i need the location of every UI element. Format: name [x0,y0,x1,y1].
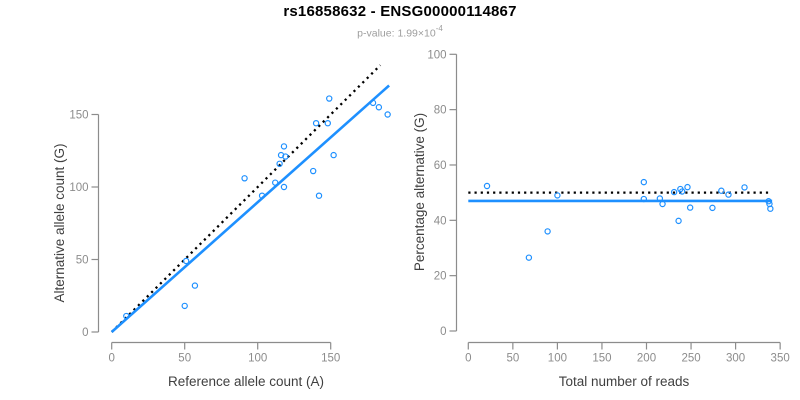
data-point [675,217,682,225]
data-point [181,302,188,310]
identity-line [110,64,382,333]
data-point [258,192,266,199]
data-point [191,282,199,289]
fit-line [110,84,390,333]
y-tick-label: 100 [69,182,88,194]
y-tick-label: 0 [440,326,446,338]
data-point [765,198,772,205]
data-point [686,204,694,211]
data-point [554,192,561,199]
x-tick-label: 300 [726,353,745,365]
data-point [282,153,289,160]
data-point [272,179,279,186]
figure-subtitle: p-value: 1.99×10-4 [0,24,800,40]
data-point [483,182,491,190]
data-point [709,204,716,212]
x-tick-label: 0 [108,353,114,365]
data-point [544,228,551,235]
data-point [326,95,333,102]
data-point [182,257,190,265]
data-point [330,151,337,159]
data-point [369,99,377,107]
data-point [659,200,666,208]
data-point [384,111,391,118]
y-tick-label: 100 [427,49,446,61]
x-tick-label: 250 [681,353,700,365]
pvalue-text: p-value: 1.99×10 [357,27,436,40]
data-point [640,195,648,203]
x-axis-label: Reference allele count (A) [168,374,324,389]
figure-title: rs16858632 - ENSG00000114867 [283,3,517,20]
data-point [375,104,383,111]
data-point [276,160,283,167]
x-tick-label: 100 [248,353,267,365]
x-tick-label: 350 [771,353,790,365]
y-axis-label: Percentage alternative (G) [412,113,427,271]
data-point [656,195,664,202]
x-tick-label: 150 [321,353,340,365]
y-axis-label: Alternative allele count (G) [52,143,67,302]
x-axis-label: Total number of reads [559,374,690,389]
data-point [525,254,533,261]
data-point [725,191,732,198]
y-tick-label: 20 [434,271,447,283]
data-point [241,175,248,182]
x-tick-label: 50 [506,353,519,365]
data-point [640,178,648,186]
x-tick-label: 200 [637,353,656,365]
x-tick-label: 50 [178,353,191,365]
y-tick-label: 0 [82,327,88,339]
y-tick-label: 40 [434,215,447,227]
x-tick-label: 150 [592,353,611,365]
data-point [280,183,288,191]
data-point [123,312,130,320]
data-point [684,183,691,191]
data-point [312,119,320,127]
pvalue-exponent: -4 [435,24,443,33]
data-point [315,192,323,199]
y-tick-label: 60 [434,160,447,172]
data-point [324,119,331,127]
data-point [767,205,774,212]
data-point [678,188,686,195]
data-point [309,167,317,175]
y-tick-label: 150 [69,110,88,122]
x-tick-label: 0 [465,353,471,365]
data-point [741,184,748,191]
data-point [670,188,678,196]
y-tick-label: 80 [434,105,447,117]
data-point [280,143,288,150]
x-tick-label: 100 [548,353,567,365]
y-tick-label: 50 [76,255,89,267]
data-point [718,187,725,194]
